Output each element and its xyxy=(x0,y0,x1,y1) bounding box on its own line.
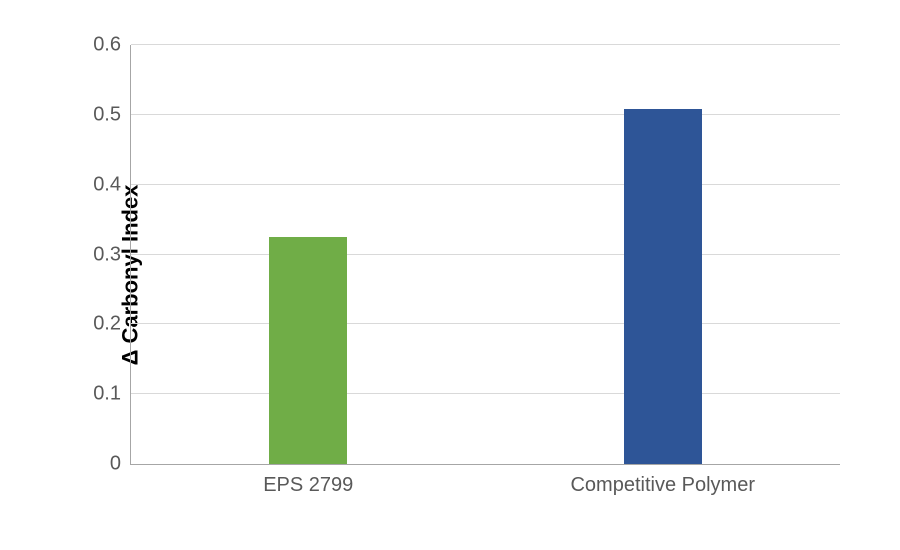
bar xyxy=(269,237,347,464)
chart-container: Δ Carbonyl Index 00.10.20.30.40.50.6 EPS… xyxy=(50,40,850,510)
y-tick-label: 0.6 xyxy=(93,34,131,57)
bar-slot: EPS 2799 xyxy=(131,45,486,464)
y-tick-label: 0.3 xyxy=(93,243,131,266)
plot-area: 00.10.20.30.40.50.6 EPS 2799Competitive … xyxy=(130,45,840,465)
category-label: EPS 2799 xyxy=(263,464,353,497)
y-tick-label: 0.5 xyxy=(93,103,131,126)
bar xyxy=(624,109,702,464)
y-tick-label: 0.1 xyxy=(93,383,131,406)
bar-slot: Competitive Polymer xyxy=(486,45,841,464)
y-tick-label: 0 xyxy=(110,453,131,476)
y-tick-label: 0.4 xyxy=(93,173,131,196)
y-tick-label: 0.2 xyxy=(93,313,131,336)
category-label: Competitive Polymer xyxy=(570,464,755,497)
bars-group: EPS 2799Competitive Polymer xyxy=(131,45,840,464)
